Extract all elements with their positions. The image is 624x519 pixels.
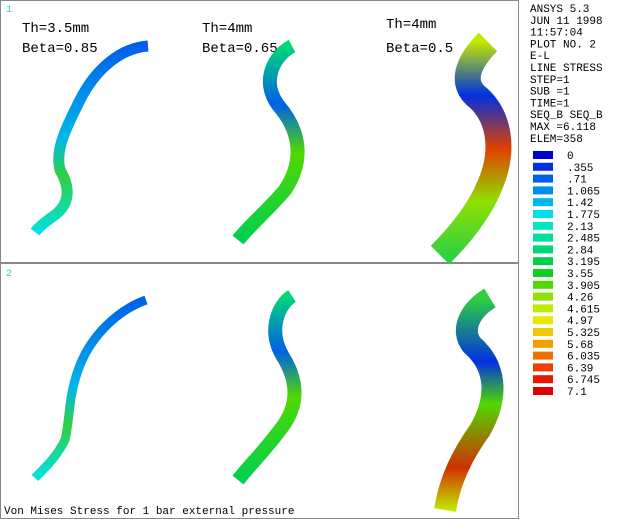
shell-shape xyxy=(35,46,148,232)
legend-label: .355 xyxy=(567,163,593,175)
legend-swatch xyxy=(533,328,553,336)
info-line: LINE STRESS xyxy=(530,63,603,75)
legend-swatch xyxy=(533,269,553,277)
annotation: Th=4mm xyxy=(202,21,252,37)
info-line: ELEM=358 xyxy=(530,134,583,146)
legend-swatch xyxy=(533,234,553,242)
legend-swatch xyxy=(533,293,553,301)
panel-number: 2 xyxy=(6,269,12,280)
legend-label: 2.84 xyxy=(567,245,594,257)
shell-shape xyxy=(238,296,295,480)
info-line: SEQ_B SEQ_B xyxy=(530,110,603,122)
legend-label: 4.615 xyxy=(567,304,600,316)
legend-label: 4.26 xyxy=(567,293,593,305)
ansys-plot: 1 2 Th=3.5mm Beta=0.85 Th=4mm Beta=0.65 … xyxy=(0,0,624,519)
legend-swatch xyxy=(533,363,553,371)
shell-shape xyxy=(445,298,492,510)
legend-label: 3.195 xyxy=(567,257,600,269)
shell-shape xyxy=(440,42,498,255)
panel-frame xyxy=(1,264,519,519)
legend-label: 3.905 xyxy=(567,281,600,293)
legend-label: 1.775 xyxy=(567,210,600,222)
legend-label: 5.325 xyxy=(567,328,600,340)
annotation: Th=3.5mm xyxy=(22,21,89,37)
legend-label: 6.035 xyxy=(567,352,600,364)
info-line: SUB =1 xyxy=(530,87,570,99)
annotation: Th=4mm xyxy=(386,17,436,33)
legend-label: 2.13 xyxy=(567,222,593,234)
legend-swatch xyxy=(533,151,553,159)
shell-shape xyxy=(238,46,298,240)
legend-label: 3.55 xyxy=(567,269,593,281)
info-line: 11:57:04 xyxy=(530,28,583,40)
legend-label: 0 xyxy=(567,151,574,163)
legend-label: 6.745 xyxy=(567,375,600,387)
legend-label: 1.065 xyxy=(567,186,600,198)
legend-swatch xyxy=(533,210,553,218)
legend-swatch xyxy=(533,222,553,230)
legend-swatch xyxy=(533,340,553,348)
info-line: STEP=1 xyxy=(530,75,570,87)
legend-swatch xyxy=(533,304,553,312)
legend-label: .71 xyxy=(567,175,587,187)
legend-swatch xyxy=(533,375,553,383)
legend-swatch xyxy=(533,387,553,395)
annotation: Beta=0.5 xyxy=(386,41,453,57)
legend-swatch xyxy=(533,245,553,253)
panel-number: 1 xyxy=(6,5,12,16)
annotation: Beta=0.65 xyxy=(202,41,278,57)
info-line: JUN 11 1998 xyxy=(530,16,603,28)
legend-swatch xyxy=(533,198,553,206)
shell-shape xyxy=(35,300,146,478)
legend-label: 6.39 xyxy=(567,363,593,375)
legend-swatch xyxy=(533,281,553,289)
annotation: Beta=0.85 xyxy=(22,41,98,57)
legend-label: 2.485 xyxy=(567,234,600,246)
legend-swatch xyxy=(533,316,553,324)
legend-swatch xyxy=(533,257,553,265)
info-line: PLOT NO. 2 xyxy=(530,39,596,51)
info-line: MAX =6.118 xyxy=(530,122,596,134)
legend-label: 7.1 xyxy=(567,387,587,399)
legend-label: 5.68 xyxy=(567,340,593,352)
legend: 0.355.711.0651.421.7752.132.4852.843.195… xyxy=(533,151,600,399)
info-line: E-L xyxy=(530,51,550,63)
caption: Von Mises Stress for 1 bar external pres… xyxy=(4,506,294,518)
info-line: ANSYS 5.3 xyxy=(530,4,589,16)
legend-label: 1.42 xyxy=(567,198,593,210)
legend-swatch xyxy=(533,352,553,360)
legend-label: 4.97 xyxy=(567,316,593,328)
legend-swatch xyxy=(533,186,553,194)
info-line: TIME=1 xyxy=(530,98,570,110)
shapes xyxy=(35,42,498,510)
legend-swatch xyxy=(533,163,553,171)
legend-swatch xyxy=(533,175,553,183)
